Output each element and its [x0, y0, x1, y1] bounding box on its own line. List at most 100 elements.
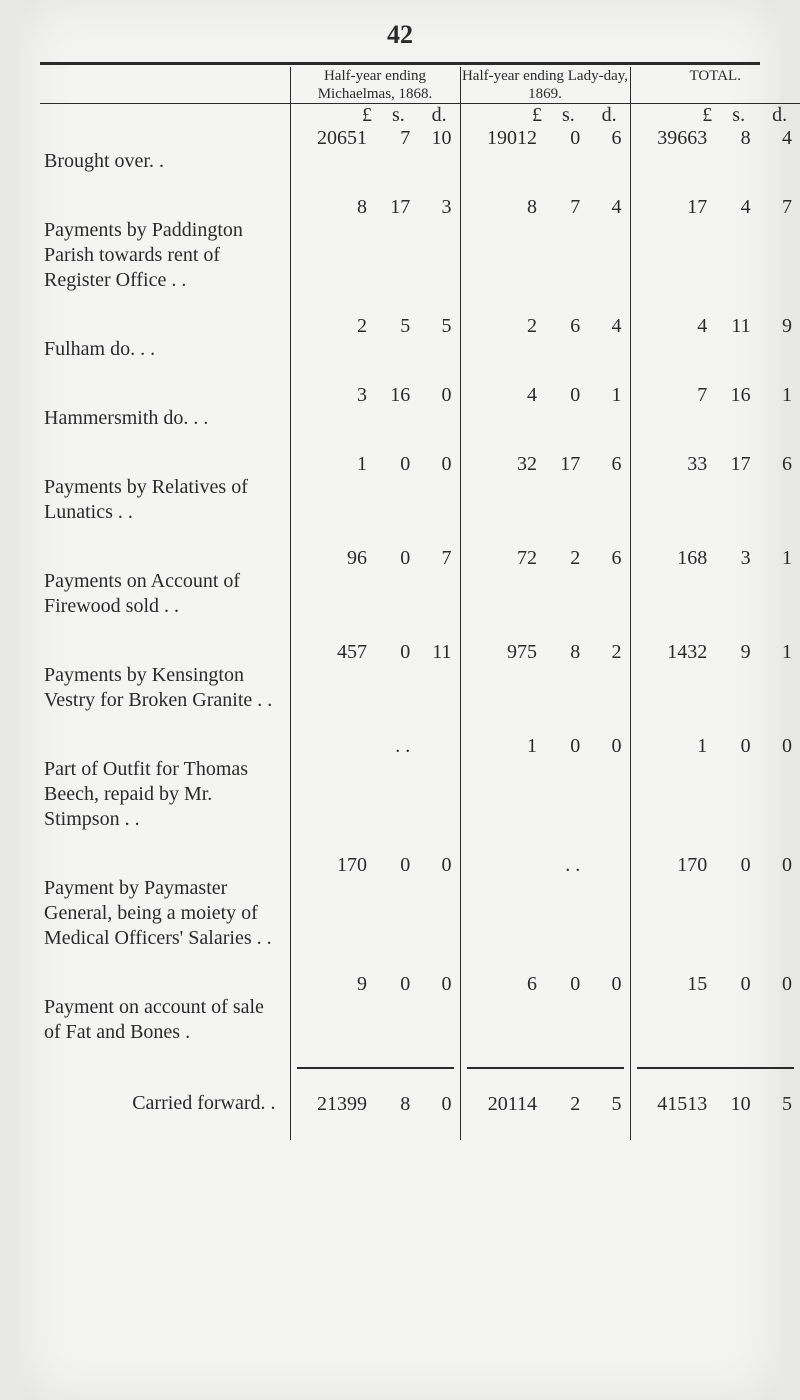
money-shillings: 0 — [375, 453, 416, 476]
money-pence: 2 — [586, 641, 623, 664]
money-cell: 97582 — [461, 641, 630, 690]
scanned-page: 42 Half-year ending Michaelmas, 1868. Ha… — [20, 0, 780, 1400]
money-pence: 0 — [757, 973, 794, 996]
money-pounds: 9 — [297, 973, 376, 996]
top-rule — [40, 62, 760, 65]
row-description: Brought over. . — [40, 127, 290, 196]
unit-shilling: s. — [378, 104, 419, 127]
money-pence: 1 — [757, 547, 794, 570]
money-pounds: 1 — [637, 735, 716, 758]
money-pounds: 170 — [637, 854, 716, 877]
money-shillings: 2 — [545, 547, 586, 570]
row-description: Payments by Kensington Vestry for Broken… — [40, 641, 290, 735]
money-cell: 7161 — [631, 384, 800, 433]
units-c4: £ s. d. — [631, 104, 800, 127]
unit-pound: £ — [631, 104, 719, 127]
table-row: Hammersmith do. . .31604017161 — [40, 384, 800, 453]
money-pounds: 3 — [297, 384, 376, 407]
money-pence: 4 — [586, 196, 623, 219]
row-description: Payments on Account of Firewood sold . . — [40, 547, 290, 641]
money-pence: 0 — [416, 973, 453, 996]
money-cell: 17000 — [291, 854, 460, 903]
money-pounds: 8 — [297, 196, 376, 219]
money-shillings: 0 — [545, 973, 586, 996]
money-pounds: 2 — [297, 315, 376, 338]
row-description: Hammersmith do. . . — [40, 384, 290, 453]
money-pounds: 32 — [467, 453, 546, 476]
page-number: 42 — [40, 20, 760, 50]
money-cell: 100 — [291, 453, 460, 502]
money-pounds: 6 — [467, 973, 546, 996]
money-pence: 7 — [416, 547, 453, 570]
header-col-ladyday: Half-year ending Lady-day, 1869. — [460, 67, 630, 104]
row-description: Payment by Paymaster General, being a mo… — [40, 854, 290, 973]
money-pence: 6 — [586, 453, 623, 476]
money-pence: 6 — [586, 547, 623, 570]
row-description: Fulham do. . . — [40, 315, 290, 384]
money-pence: 0 — [586, 735, 623, 758]
money-pence: 7 — [757, 196, 794, 219]
money-pounds: 15 — [637, 973, 716, 996]
money-shillings: 0 — [375, 641, 416, 664]
money-pence: 0 — [757, 854, 794, 877]
money-cell: 4119 — [631, 315, 800, 364]
money-pence: 1 — [757, 641, 794, 664]
money-cell: 457011 — [291, 641, 460, 690]
unit-shilling: s. — [718, 104, 759, 127]
money-shillings: 5 — [375, 315, 416, 338]
money-pounds: 19012 — [467, 127, 546, 150]
money-cell: 3160 — [291, 384, 460, 433]
units-c3: £ s. d. — [461, 104, 630, 127]
money-cell: 1500 — [631, 973, 800, 1022]
money-shillings: 7 — [545, 196, 586, 219]
money-pounds: 72 — [467, 547, 546, 570]
money-pence: 1 — [757, 384, 794, 407]
money-shillings: 0 — [545, 735, 586, 758]
money-shillings: . . — [375, 735, 416, 758]
table-row: Payments by Kensington Vestry for Broken… — [40, 641, 800, 735]
money-pence: 4 — [757, 127, 794, 150]
money-pounds: 17 — [637, 196, 716, 219]
unit-pound: £ — [461, 104, 549, 127]
money-cell: 1901206 — [461, 127, 630, 176]
table-row: Brought over. .2065171019012063966384 — [40, 127, 800, 196]
table-row: Payment by Paymaster General, being a mo… — [40, 854, 800, 973]
money-pence: 11 — [416, 641, 453, 664]
money-pounds: 975 — [467, 641, 546, 664]
money-cell: 874 — [461, 196, 630, 245]
money-pounds: 1432 — [637, 641, 716, 664]
money-shillings: 0 — [715, 854, 756, 877]
header-col-total: TOTAL. — [630, 67, 800, 104]
money-pounds: 4 — [637, 315, 716, 338]
table-row: Payments on Account of Firewood sold . .… — [40, 547, 800, 641]
money-pounds: 33 — [637, 453, 716, 476]
money-shillings: 2 — [545, 1093, 586, 1116]
money-pence: 6 — [586, 127, 623, 150]
money-pounds: 168 — [637, 547, 716, 570]
money-cell: . . — [291, 735, 460, 784]
unit-pence: d. — [759, 104, 800, 127]
money-pence: 9 — [757, 315, 794, 338]
money-shillings: 8 — [715, 127, 756, 150]
money-cell: 16831 — [631, 547, 800, 596]
money-pounds: 1 — [297, 453, 376, 476]
money-pounds: 2 — [467, 315, 546, 338]
money-shillings: 16 — [715, 384, 756, 407]
money-shillings: 0 — [375, 973, 416, 996]
money-shillings: 0 — [375, 547, 416, 570]
money-cell: 100 — [631, 735, 800, 784]
money-pence: 5 — [757, 1093, 794, 1116]
money-cell: 3966384 — [631, 127, 800, 176]
money-cell: 401 — [461, 384, 630, 433]
money-cell: 9607 — [291, 547, 460, 596]
money-shillings: 0 — [545, 384, 586, 407]
money-pounds: 20651 — [297, 127, 376, 150]
money-pence: 0 — [586, 973, 623, 996]
money-pence: 0 — [416, 1093, 453, 1116]
unit-shilling: s. — [548, 104, 589, 127]
money-shillings: 16 — [375, 384, 416, 407]
money-pounds: 41513 — [637, 1093, 716, 1116]
money-shillings: 10 — [715, 1093, 756, 1116]
money-pence: 5 — [586, 1093, 623, 1116]
money-shillings: 0 — [375, 854, 416, 877]
